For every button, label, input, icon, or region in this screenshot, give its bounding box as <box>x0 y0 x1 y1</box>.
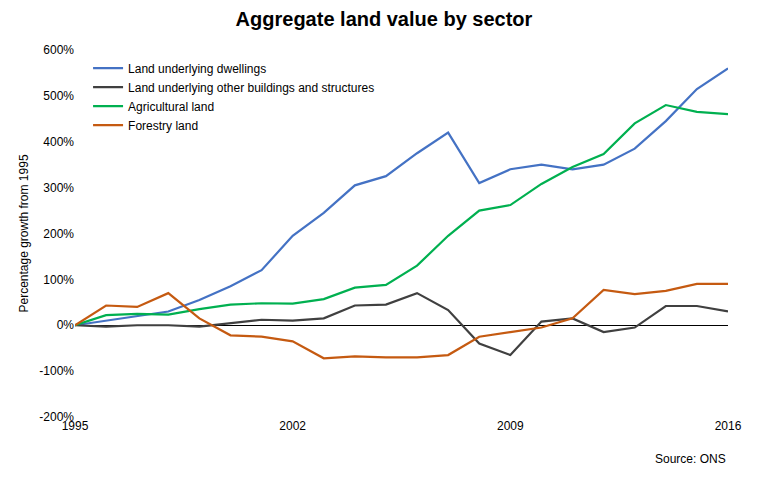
svg-text:Land underlying other building: Land underlying other buildings and stru… <box>128 81 374 95</box>
svg-text:100%: 100% <box>43 273 74 287</box>
svg-text:200%: 200% <box>43 227 74 241</box>
svg-text:Percentage growth from 1995: Percentage growth from 1995 <box>17 154 31 312</box>
svg-text:400%: 400% <box>43 135 74 149</box>
svg-text:300%: 300% <box>43 181 74 195</box>
svg-text:-100%: -100% <box>39 364 74 378</box>
svg-text:Agricultural land: Agricultural land <box>128 100 214 114</box>
svg-text:2009: 2009 <box>497 419 524 433</box>
svg-text:-200%: -200% <box>39 410 74 424</box>
svg-text:600%: 600% <box>43 43 74 57</box>
svg-text:2016: 2016 <box>715 419 742 433</box>
svg-text:500%: 500% <box>43 89 74 103</box>
svg-text:Source: ONS: Source: ONS <box>655 452 726 466</box>
svg-text:Aggregate land value by sector: Aggregate land value by sector <box>236 8 533 30</box>
svg-text:Land underlying dwellings: Land underlying dwellings <box>128 62 266 76</box>
svg-text:0%: 0% <box>57 318 75 332</box>
svg-text:1995: 1995 <box>62 419 89 433</box>
svg-text:2002: 2002 <box>279 419 306 433</box>
svg-text:Forestry land: Forestry land <box>128 119 198 133</box>
